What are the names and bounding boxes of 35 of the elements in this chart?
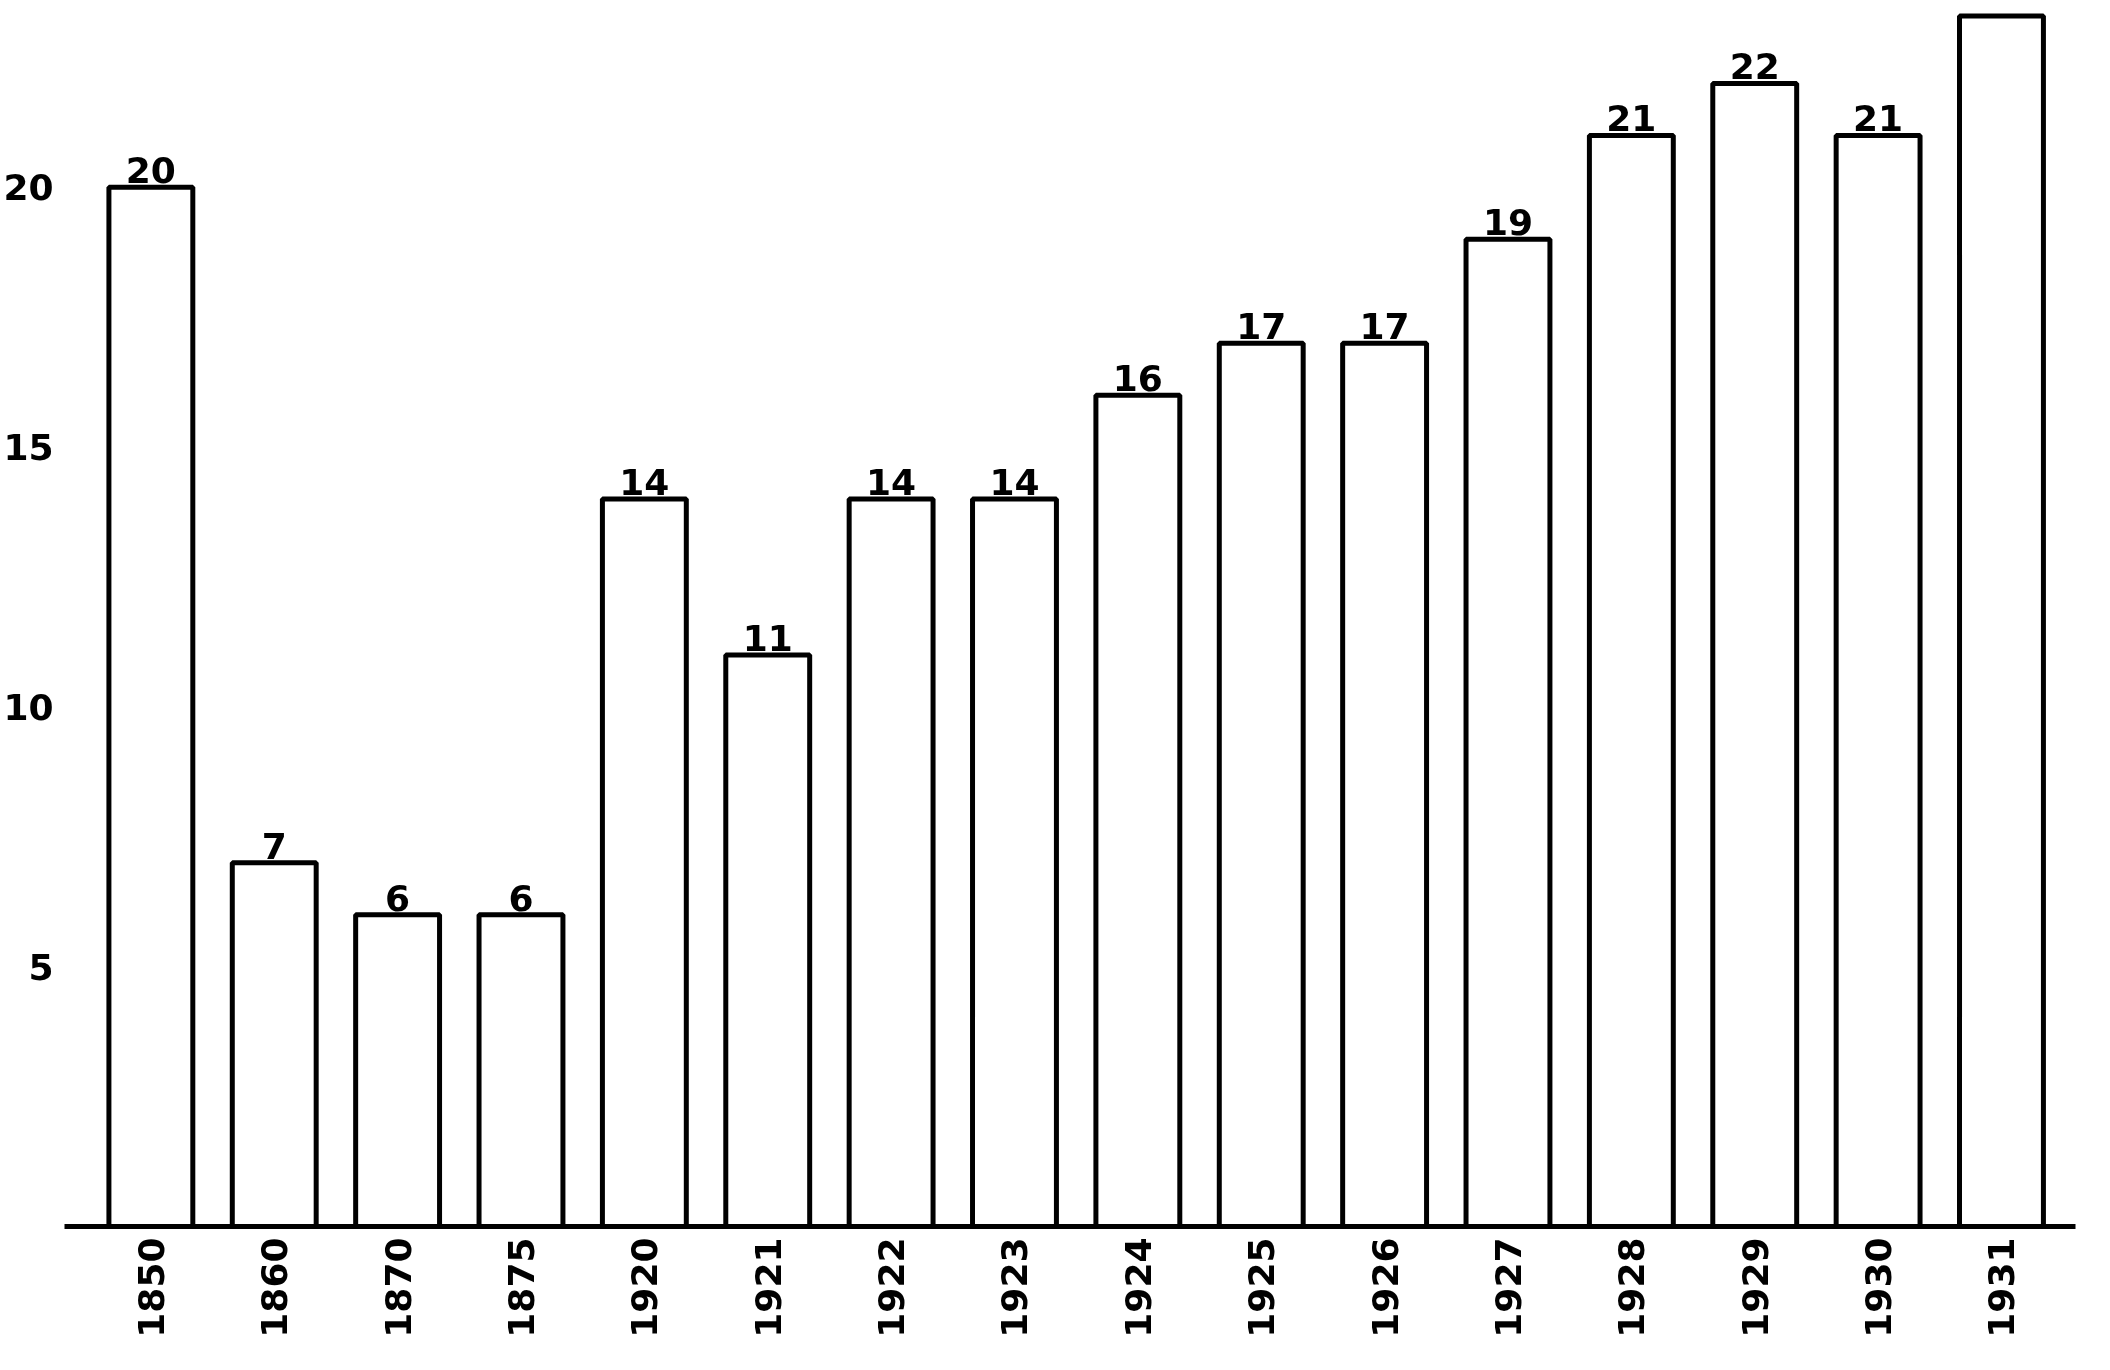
y-tick-label: 20: [3, 167, 54, 209]
data-label: 22: [1729, 46, 1780, 88]
data-label: 20: [125, 150, 176, 192]
data-label: 6: [385, 877, 411, 919]
data-label: 14: [866, 462, 917, 504]
data-label: 21: [1853, 98, 1904, 140]
data-label: 7: [261, 825, 287, 867]
x-tick-label: 1929: [1734, 1237, 1776, 1338]
y-tick-label: 5: [28, 946, 54, 988]
data-label: 17: [1236, 306, 1287, 348]
data-label: 14: [619, 462, 670, 504]
data-label: 11: [742, 617, 793, 659]
x-tick-label: 1927: [1487, 1237, 1529, 1338]
x-tick-label: 1925: [1241, 1237, 1283, 1338]
x-tick-label: 1923: [994, 1237, 1036, 1338]
data-label: 19: [1482, 202, 1534, 244]
x-tick-label: 1870: [377, 1237, 419, 1338]
data-label: 17: [1359, 306, 1410, 348]
x-tick-label: 1930: [1858, 1237, 1900, 1338]
x-tick-label: 1920: [624, 1237, 666, 1338]
x-tick-label: 1860: [254, 1237, 296, 1338]
data-label: 16: [1112, 358, 1163, 400]
x-tick-label: 1924: [1117, 1237, 1159, 1338]
x-tick-label: 1875: [500, 1237, 542, 1338]
x-tick-label: 1931: [1981, 1237, 2023, 1338]
x-tick-label: 1928: [1611, 1237, 1653, 1338]
y-tick-label: 15: [3, 427, 54, 469]
x-tick-label: 1926: [1364, 1237, 1406, 1338]
x-tick-label: 1850: [130, 1237, 172, 1338]
x-tick-label: 1922: [871, 1237, 913, 1338]
x-tick-label: 1921: [747, 1237, 789, 1338]
data-label: 6: [508, 877, 534, 919]
y-tick-label: 10: [3, 686, 54, 728]
data-label: 21: [1606, 98, 1657, 140]
data-label: 14: [989, 462, 1040, 504]
